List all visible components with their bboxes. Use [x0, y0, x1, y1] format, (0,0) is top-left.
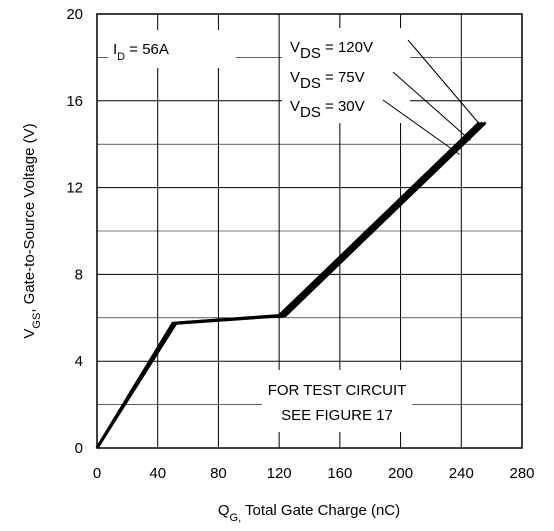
test-circuit-box: [262, 370, 412, 432]
x-tick-label: 280: [509, 465, 534, 482]
vds-leader-line-3: [382, 99, 460, 155]
id-sub: D: [117, 51, 125, 63]
x-axis-title-main: Q: [218, 502, 230, 519]
x-tick-label: 200: [388, 465, 413, 482]
vds-label-2: VDS = 75V: [290, 69, 365, 92]
vds-leader-line-1: [407, 39, 482, 127]
test-circuit-line1: FOR TEST CIRCUIT: [268, 382, 407, 399]
id-label-box: [108, 30, 236, 68]
vds-leader-lines: [382, 39, 482, 155]
plot-frame: [96, 13, 523, 449]
x-axis-title: QG, Total Gate Charge (nC): [218, 502, 400, 524]
y-axis-title-rest: , Gate-to-Source Voltage (V): [21, 123, 38, 312]
x-axis-title-rest: Total Gate Charge (nC): [241, 502, 400, 519]
series-line-3: [95, 121, 481, 449]
test-circuit-line2: SEE FIGURE 17: [281, 407, 393, 424]
id-prefix: I: [113, 41, 117, 58]
y-axis-title-sub: GS: [31, 313, 43, 329]
x-tick-labels: 0 40 80 120 160 200 240 280: [93, 465, 535, 482]
series-lines: [95, 121, 487, 449]
y-tick-label: 0: [75, 440, 83, 457]
x-tick-label: 240: [449, 465, 474, 482]
id-annotation: ID = 56A: [113, 41, 169, 63]
vds-leader-line-2: [392, 71, 471, 141]
x-tick-label: 160: [327, 465, 352, 482]
y-tick-label: 4: [75, 353, 83, 370]
y-tick-label: 16: [66, 93, 83, 110]
y-tick-labels: 0 4 8 12 16 20: [66, 6, 83, 457]
vds-label-box: [282, 28, 410, 123]
x-tick-label: 80: [210, 465, 227, 482]
x-axis-title-sub: G,: [230, 512, 242, 524]
vds-labels: VDS = 120V VDS = 75V VDS = 30V: [290, 39, 373, 121]
y-axis-title-main: V: [21, 329, 38, 339]
vds-label-3: VDS = 30V: [290, 98, 365, 121]
y-tick-label: 20: [66, 6, 83, 23]
y-axis-title: VGS, Gate-to-Source Voltage (V): [21, 123, 43, 338]
y-tick-label: 12: [66, 180, 83, 197]
vds-label-1: VDS = 120V: [290, 39, 373, 62]
y-tick-label: 8: [75, 266, 83, 283]
id-rest: = 56A: [125, 41, 169, 58]
x-tick-label: 120: [267, 465, 292, 482]
x-tick-label: 0: [93, 465, 101, 482]
x-tick-label: 40: [149, 465, 166, 482]
